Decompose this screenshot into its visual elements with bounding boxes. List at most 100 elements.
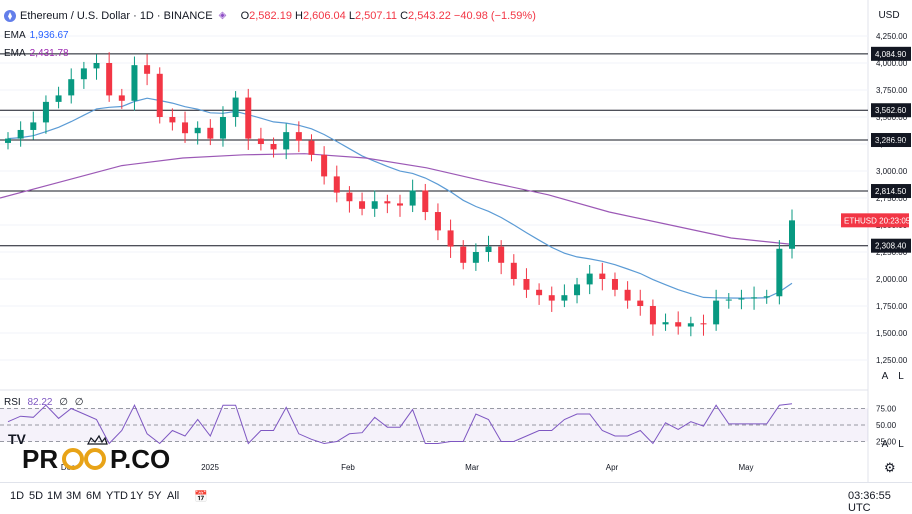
ema-legend-slow[interactable]: EMA 2,431.78	[4, 48, 69, 59]
candle	[776, 240, 783, 305]
currency-selector[interactable]: USD	[878, 9, 900, 21]
timeframe-1d[interactable]: 1D	[10, 490, 25, 502]
rsi-tick-label: 50.00	[876, 421, 897, 430]
candle	[586, 264, 593, 295]
candle	[510, 254, 517, 286]
timeframe-all[interactable]: All	[167, 490, 180, 502]
ema-lines	[0, 97, 793, 299]
timeframe-5y[interactable]: 5Y	[148, 490, 162, 502]
timeframe-1m[interactable]: 1M	[47, 490, 63, 502]
candle	[422, 183, 429, 221]
candle	[55, 86, 62, 109]
ema-legend-fast[interactable]: EMA 1,936.67	[4, 30, 69, 41]
level-price-tag	[871, 46, 911, 61]
candle	[561, 284, 568, 308]
candle	[687, 316, 694, 337]
candle	[789, 209, 795, 259]
auto-scale-button[interactable]: A	[881, 371, 889, 382]
candle	[611, 272, 618, 297]
level-price-label: 3,562.60	[875, 106, 907, 115]
price-tick-label: 1,250.00	[876, 356, 908, 365]
timeframe-ytd[interactable]: YTD	[106, 490, 128, 502]
candles	[5, 52, 795, 337]
candle	[219, 106, 226, 147]
candle	[17, 121, 24, 147]
rsi-pane: 75.00 50.00 25.00	[0, 403, 897, 447]
candle	[131, 56, 138, 111]
price-tick-label: 3,500.00	[876, 113, 908, 122]
candle	[523, 268, 530, 298]
timeframe-1y[interactable]: 1Y	[130, 490, 144, 502]
timeframe-3m[interactable]: 3M	[66, 490, 82, 502]
candle	[675, 311, 682, 335]
grid	[0, 35, 868, 361]
price-tick-label: 4,250.00	[876, 32, 908, 41]
price-tick-label: 3,250.00	[876, 140, 908, 149]
level-price-tag	[871, 103, 911, 118]
settings-icon[interactable]: ⚙	[884, 460, 896, 475]
timeframe-6m[interactable]: 6M	[86, 490, 102, 502]
candle	[144, 54, 151, 86]
timeframe-5d[interactable]: 5D	[29, 490, 44, 502]
level-price-label: 4,084.90	[875, 50, 907, 59]
candle	[156, 67, 163, 124]
candle	[169, 108, 176, 131]
current-price-label: ETHUSD 20:23:05	[844, 216, 911, 225]
log-scale-button[interactable]: L	[898, 371, 904, 382]
price-tick-label: 3,000.00	[876, 167, 908, 176]
ema-slow-line	[0, 153, 793, 245]
svg-text:P.CO: P.CO	[110, 444, 170, 474]
candle	[536, 283, 543, 305]
share-icon[interactable]: ◈	[218, 10, 227, 21]
candle	[384, 194, 391, 214]
price-tick-label: 1,750.00	[876, 302, 908, 311]
candle	[397, 194, 403, 217]
utc-clock[interactable]: 03:36:55 UTC	[848, 490, 891, 514]
candle	[371, 190, 378, 217]
rsi-log-button[interactable]: L	[898, 439, 904, 450]
candle	[308, 134, 315, 162]
rsi-auto-button[interactable]: A	[881, 439, 889, 450]
candle	[498, 240, 505, 275]
candle	[346, 186, 353, 213]
rsi-tick-label: 75.00	[876, 405, 897, 414]
price-tick-label: 3,750.00	[876, 86, 908, 95]
candle	[295, 121, 302, 153]
brand-logo: TV PR P.CO	[8, 431, 170, 474]
candle	[333, 165, 340, 203]
candle	[245, 88, 252, 150]
ethereum-icon	[4, 10, 16, 22]
candle	[30, 111, 37, 140]
candle	[700, 314, 707, 336]
candle	[80, 61, 87, 89]
rsi-line	[7, 403, 793, 445]
candle	[460, 240, 467, 270]
symbol-title[interactable]: Ethereum / U.S. Dollar · 1D · BINANCE	[20, 10, 213, 22]
candle	[270, 137, 277, 158]
candle	[738, 289, 745, 310]
candle	[574, 277, 581, 304]
candle	[182, 111, 189, 143]
candle	[637, 289, 644, 316]
time-tick-label: Mar	[465, 463, 479, 472]
price-axis[interactable]: 4,250.00 4,000.00 3,750.00 3,500.00 3,250.00…	[841, 32, 911, 365]
date-range-icon[interactable]: 📅	[194, 491, 208, 503]
level-price-label: 2,308.40	[875, 242, 907, 251]
level-price-tag	[871, 184, 911, 199]
candle	[662, 313, 669, 331]
candle	[359, 192, 366, 216]
rsi-legend[interactable]: RSI 82.22 ∅ ∅	[4, 397, 84, 408]
candle	[207, 119, 214, 146]
candle	[725, 293, 732, 309]
symbol-header[interactable]: Ethereum / U.S. Dollar · 1D · BINANCE ◈ …	[4, 8, 536, 24]
candle	[194, 121, 201, 145]
candle	[763, 289, 770, 304]
candle	[232, 91, 239, 127]
price-change: −40.98 (−1.59%)	[453, 10, 536, 22]
price-tick-label: 4,000.00	[876, 59, 908, 68]
candle	[548, 286, 555, 312]
svg-text:TV: TV	[8, 431, 27, 447]
price-tick-label: 2,250.00	[876, 248, 908, 257]
